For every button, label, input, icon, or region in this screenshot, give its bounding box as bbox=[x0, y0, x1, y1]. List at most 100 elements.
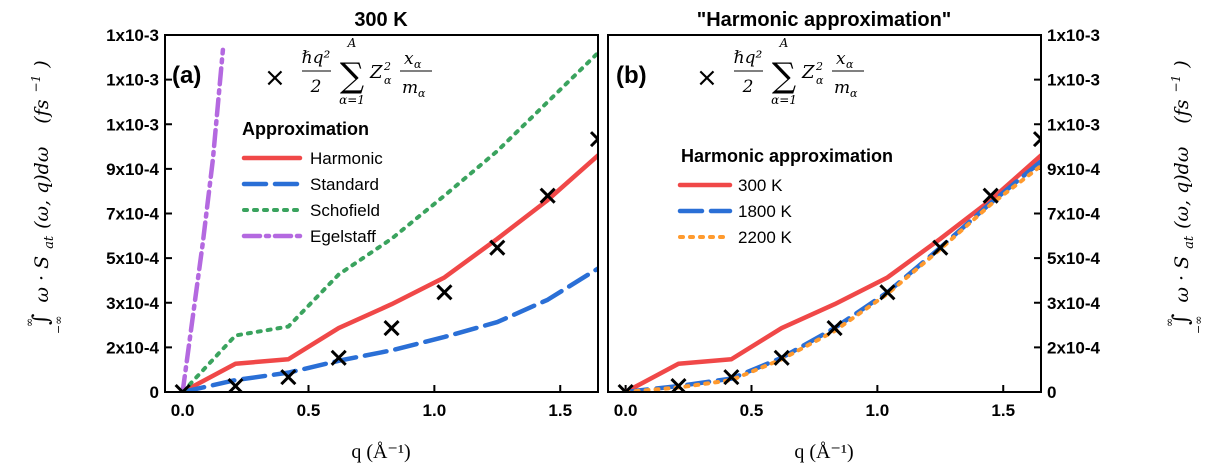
data-point-marker bbox=[826, 319, 843, 337]
data-point-marker bbox=[982, 187, 999, 204]
panel-a-legend: Approximation Harmonic Standard Schofiel… bbox=[241, 119, 383, 246]
data-point-marker bbox=[539, 187, 556, 204]
panel-a-series bbox=[174, 47, 598, 392]
x-tick-label: 0.5 bbox=[297, 401, 321, 420]
y-label-int-upper: ∞ bbox=[23, 318, 36, 327]
panel-b: "Harmonic approximation" 0 2x10-4 3x10-4 5x… bbox=[607, 9, 1100, 463]
legend-label-2200k: 2200 K bbox=[738, 228, 793, 247]
formula-x-sub: α bbox=[414, 58, 422, 71]
y-tick-label: 1x10-3 bbox=[106, 71, 159, 90]
legend-label-schofield: Schofield bbox=[310, 201, 380, 220]
y-label-rest: (ω, q)dω bbox=[31, 147, 53, 229]
series-line-2200-k bbox=[623, 163, 1041, 392]
y-tick-label: 0 bbox=[1047, 383, 1056, 402]
y-label-units-sup: −1 bbox=[1169, 75, 1183, 93]
y-tick-label: 3x10-4 bbox=[106, 294, 159, 313]
formula-m-sub: α bbox=[418, 87, 426, 100]
series-line-standard bbox=[180, 266, 598, 392]
y-label-rest: (ω, q)dω bbox=[1171, 147, 1193, 229]
formula-m-sub: α bbox=[850, 87, 858, 100]
panel-b-frame bbox=[607, 34, 1042, 393]
svg-text:∫ ω · S at (: ∫ ω · S at (ω, q)dω (fs −1 ) bbox=[1161, 60, 1199, 325]
formula-z-sup: 2 bbox=[815, 60, 823, 73]
y-tick-label: 5x10-4 bbox=[106, 249, 159, 268]
y-label-integral: ∫ bbox=[1169, 313, 1194, 325]
y-tick-label: 5x10-4 bbox=[1047, 249, 1100, 268]
formula-two: 2 bbox=[310, 77, 322, 97]
formula-x: x bbox=[836, 49, 846, 69]
x-tick-label: 1.0 bbox=[866, 401, 890, 420]
y-tick-label: 1x10-3 bbox=[106, 26, 159, 45]
formula-z-sub: α bbox=[384, 74, 392, 87]
legend-label-egelstaff: Egelstaff bbox=[310, 227, 376, 246]
x-tick-label: 0.5 bbox=[740, 401, 764, 420]
y-axis-label-right: ∫ ω · S at (ω, q)dω (fs −1 ) ∞ −∞ bbox=[1161, 60, 1205, 334]
y-label-units-close: ) bbox=[1171, 60, 1193, 68]
series-line-egelstaff bbox=[180, 47, 226, 392]
x-tick-label: 1.0 bbox=[423, 401, 447, 420]
formula-hbar-q2: ℏq² bbox=[734, 48, 763, 68]
data-point-marker bbox=[330, 349, 347, 366]
formula-sum-top: A bbox=[347, 36, 357, 50]
y-label-int-lower: −∞ bbox=[1192, 316, 1205, 334]
panel-a-y-ticks: 0 2x10-4 3x10-4 5x10-4 7x10-4 9x10-4 1x10-3 1x1… bbox=[106, 26, 172, 402]
data-point-marker bbox=[174, 383, 191, 392]
x-tick-label: 1.5 bbox=[548, 401, 572, 420]
formula-z: Z bbox=[801, 62, 815, 83]
legend-title: Approximation bbox=[242, 119, 369, 139]
panel-b-title: "Harmonic approximation" bbox=[697, 9, 952, 31]
series-line-1800-k bbox=[623, 159, 1041, 392]
formula-sum-icon: ∑ bbox=[340, 56, 364, 96]
y-label-int-lower: −∞ bbox=[52, 316, 65, 334]
y-tick-label: 7x10-4 bbox=[106, 205, 159, 224]
y-tick-label: 1x10-3 bbox=[1047, 71, 1100, 90]
legend-label-standard: Standard bbox=[310, 175, 379, 194]
formula-marker-icon: × bbox=[264, 63, 286, 93]
y-label-sub: at bbox=[1182, 235, 1197, 249]
formula-m: m bbox=[402, 78, 418, 98]
y-label-sub: at bbox=[42, 235, 57, 249]
panel-b-series bbox=[617, 131, 1041, 392]
formula-x: x bbox=[404, 49, 414, 69]
panel-a-xlabel: q (Å⁻¹) bbox=[351, 441, 410, 463]
data-point-marker bbox=[383, 319, 400, 337]
data-point-marker bbox=[1032, 131, 1041, 148]
y-tick-label: 1x10-3 bbox=[106, 115, 159, 134]
y-label-body: ω · S bbox=[1171, 256, 1193, 303]
y-tick-label: 7x10-4 bbox=[1047, 205, 1100, 224]
formula-z: Z bbox=[369, 62, 383, 83]
data-point-marker bbox=[227, 377, 244, 392]
legend-label-harmonic: Harmonic bbox=[310, 149, 383, 168]
panel-a-frame bbox=[164, 34, 599, 393]
formula-z-sub: α bbox=[816, 74, 824, 87]
x-tick-label: 1.5 bbox=[991, 401, 1015, 420]
svg-text:∫ ω · S at (: ∫ ω · S at (ω, q)dω (fs −1 ) bbox=[21, 60, 59, 325]
series-line-schofield bbox=[180, 50, 598, 392]
formula-x-sub: α bbox=[846, 58, 854, 71]
panel-b-formula: × ℏq² 2 ∑ A α=1 Z α 2 x α m α bbox=[696, 36, 864, 107]
data-point-marker bbox=[773, 349, 790, 366]
formula-sum-bottom: α=1 bbox=[771, 93, 797, 107]
y-axis-label-left: ∫ ω · S at (ω, q)dω (fs −1 ) ∞ −∞ bbox=[21, 60, 65, 334]
y-tick-label: 0 bbox=[150, 383, 159, 402]
panel-b-label: (b) bbox=[616, 62, 647, 89]
data-point-marker bbox=[932, 239, 949, 256]
data-point-marker bbox=[670, 377, 687, 392]
legend-title: Harmonic approximation bbox=[681, 146, 893, 166]
y-label-body: ω · S bbox=[31, 256, 53, 303]
panel-a-formula: × ℏq² 2 ∑ A α=1 Z α 2 x α m α bbox=[264, 36, 432, 107]
y-label-integral: ∫ bbox=[29, 313, 54, 325]
panel-b-xlabel: q (Å⁻¹) bbox=[794, 441, 853, 463]
data-point-marker bbox=[280, 369, 297, 386]
legend-label-1800k: 1800 K bbox=[738, 202, 793, 221]
y-label-units-close: ) bbox=[31, 60, 53, 68]
formula-sum-bottom: α=1 bbox=[339, 93, 365, 107]
formula-two: 2 bbox=[742, 77, 754, 97]
series-line-300-k bbox=[623, 153, 1041, 392]
x-tick-label: 0.0 bbox=[171, 401, 195, 420]
legend-label-300k: 300 K bbox=[738, 176, 783, 195]
y-tick-label: 1x10-3 bbox=[1047, 26, 1100, 45]
y-tick-label: 1x10-3 bbox=[1047, 115, 1100, 134]
panel-a-title: 300 K bbox=[354, 9, 408, 31]
